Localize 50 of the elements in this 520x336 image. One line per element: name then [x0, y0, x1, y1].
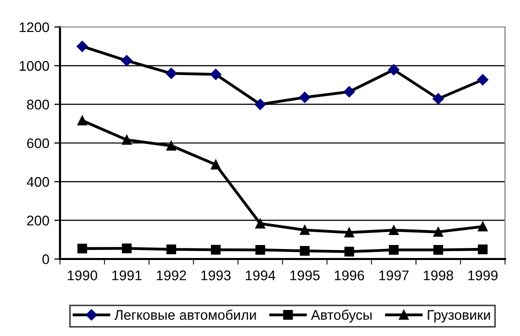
- point: [433, 227, 444, 237]
- x-tick-label: 1990: [68, 270, 98, 280]
- point: [344, 86, 355, 98]
- x-tick-label: 1997: [379, 270, 409, 280]
- y-tick-label: 400: [26, 177, 50, 187]
- x-tick-label: 1991: [112, 270, 142, 280]
- point: [77, 116, 88, 126]
- point: [121, 55, 132, 66]
- point: [254, 98, 266, 110]
- legend-label: Грузовики: [428, 310, 490, 323]
- point: [122, 244, 132, 254]
- point: [344, 228, 354, 238]
- point: [299, 92, 310, 103]
- y-tick-label: 800: [27, 100, 50, 110]
- y-tick-label: 600: [27, 138, 50, 148]
- x-tick-label: 1995: [290, 270, 320, 280]
- point: [478, 244, 488, 254]
- x-tick-label: 1999: [468, 270, 498, 280]
- y-tick-label: 200: [27, 216, 50, 226]
- point: [478, 222, 488, 232]
- x-tick-label: 1998: [424, 270, 454, 280]
- point: [388, 245, 399, 255]
- point: [388, 64, 400, 76]
- point: [300, 246, 310, 256]
- point: [210, 68, 222, 80]
- point: [166, 140, 176, 151]
- point: [166, 244, 176, 254]
- legend-label: Автобусы: [310, 310, 372, 323]
- x-tick-label: 1993: [201, 270, 231, 280]
- point: [255, 218, 266, 228]
- point: [432, 93, 444, 104]
- x-tick-label: 1992: [156, 270, 186, 280]
- y-tick-label: 1200: [20, 22, 50, 32]
- x-tick-label: 1996: [334, 270, 364, 280]
- point: [388, 225, 399, 236]
- point: [344, 246, 354, 257]
- y-tick-label: 1000: [20, 61, 50, 71]
- point: [255, 245, 266, 255]
- point: [477, 74, 488, 86]
- point: [433, 245, 444, 255]
- point: [210, 244, 221, 255]
- point: [300, 225, 310, 235]
- x-tick-label: 1994: [246, 270, 276, 280]
- point: [77, 244, 88, 254]
- legend-label: Легковые автомобили: [114, 310, 256, 320]
- point: [76, 40, 88, 52]
- point: [122, 135, 132, 145]
- point: [210, 160, 221, 170]
- y-tick-label: 0: [42, 254, 50, 264]
- point: [166, 68, 177, 80]
